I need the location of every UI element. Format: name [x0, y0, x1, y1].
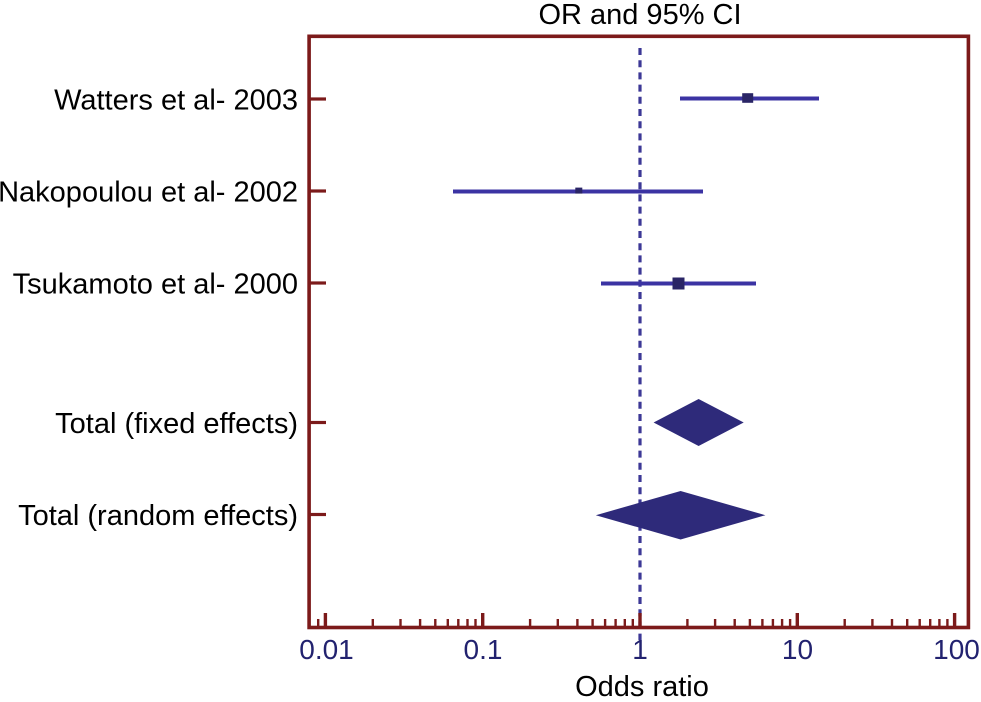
svg-text:10: 10 — [782, 634, 813, 665]
svg-text:OR and 95% CI: OR and 95% CI — [538, 0, 741, 31]
svg-text:Odds ratio: Odds ratio — [575, 671, 709, 702]
svg-text:Watters et al- 2003: Watters et al- 2003 — [54, 85, 298, 117]
svg-text:1: 1 — [632, 634, 648, 665]
svg-text:0.01: 0.01 — [299, 634, 354, 665]
svg-text:100: 100 — [933, 634, 980, 665]
svg-text:0.1: 0.1 — [464, 634, 503, 665]
svg-text:Nakopoulou et al- 2002: Nakopoulou et al- 2002 — [0, 177, 298, 209]
svg-text:Tsukamoto et al- 2000: Tsukamoto et al- 2000 — [13, 269, 298, 301]
svg-text:Total (random effects): Total (random effects) — [18, 500, 298, 532]
svg-text:Total (fixed effects): Total (fixed effects) — [55, 408, 298, 440]
